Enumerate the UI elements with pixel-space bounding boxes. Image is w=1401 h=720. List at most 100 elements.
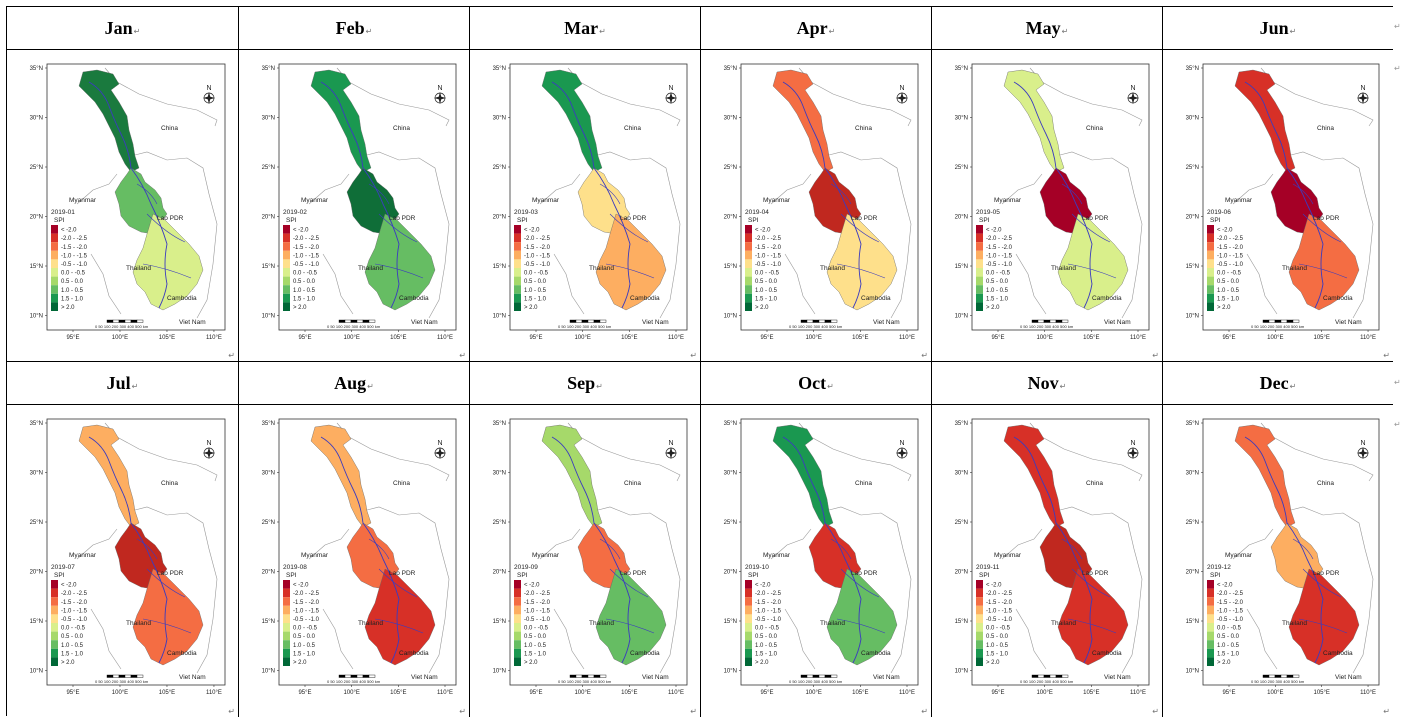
spi-map-panel: 35°N 30°N 25°N 20°N 15°N 10°N 95°E 100°E 105°E 11… [7,50,239,362]
paragraph-mark: ↵ [1289,26,1297,36]
spi-legend: < -2.0 -2.0 - -2.5 -1.5 - -2.0 -1.0 - -1.5 -… [745,580,782,666]
legend-label: -1.0 - -1.5 [524,253,551,259]
legend-swatch [1207,614,1214,623]
legend-label: 1.5 - 1.0 [1217,296,1240,302]
country-label-laos: Lao PDR [1082,215,1109,222]
latitude-label: 30°N [724,116,737,122]
legend-swatch [283,233,290,243]
scale-label: 0 50 100 200 300 400 500 km [1251,679,1305,684]
legend-swatch [976,614,983,623]
legend-swatch [51,605,58,615]
date-label: 2019-01 [51,209,75,216]
longitude-label: 105°E [852,335,868,341]
legend-swatch [283,259,290,268]
longitude-label: 105°E [1083,335,1099,341]
longitude-label: 110°E [1130,335,1146,341]
paragraph-mark: ↵ [1394,420,1401,429]
legend-label: -0.5 - -1.0 [61,262,88,268]
spi-map: 35°N 30°N 25°N 20°N 15°N 10°N 95°E 100°E 105°E 11… [1186,418,1380,696]
legend-swatch [976,648,983,658]
legend-label: < -2.0 [1217,583,1233,589]
legend-label: -0.5 - -1.0 [293,262,320,268]
latitude-label: 10°N [493,314,506,320]
legend-swatch [514,302,521,311]
legend-label: 1.0 - 0.5 [986,643,1009,649]
country-label-laos: Lao PDR [157,215,184,222]
legend-label: < -2.0 [986,583,1002,589]
tributaries [830,183,886,279]
scale-bar: 0 50 100 200 300 400 500 km [1251,319,1305,329]
legend-label: -1.5 - -2.0 [524,245,551,251]
myanmar-thailand-border [308,173,354,315]
legend-label: < -2.0 [755,228,771,234]
latitude-label: 35°N [30,421,43,427]
country-label-china: China [161,480,178,487]
longitude-label: 105°E [621,335,637,341]
latitude-label: 25°N [1186,520,1199,526]
month-header-oct: Oct ↵ [701,362,932,405]
upper-basin-region [541,69,603,173]
longitude-label: 100°E [1267,335,1283,341]
north-arrow-icon [1127,92,1139,104]
longitude-label: 110°E [1130,690,1146,696]
north-label: N [1130,440,1135,447]
legend-title: SPI [748,572,759,579]
longitude-label: 95°E [298,335,311,341]
legend-swatch [51,580,58,589]
legend-label: < -2.0 [61,228,77,234]
legend-label: -0.5 - -1.0 [1217,617,1244,623]
legend-swatch [283,631,290,641]
legend-label: -2.0 - -2.5 [1217,236,1244,242]
legend-label: > 2.0 [524,660,538,666]
country-label-cambodia: Cambodia [861,650,891,657]
vietnam-border [824,506,912,674]
legend-label: > 2.0 [293,660,307,666]
date-label: 2019-09 [514,564,538,571]
north-arrow-icon [434,447,446,459]
latitude-label: 25°N [724,520,737,526]
legend-swatch [51,302,58,311]
legend-swatch [745,259,752,268]
vietnam-border [362,151,450,319]
scale-label: 0 50 100 200 300 400 500 km [789,679,843,684]
country-label-thailand: Thailand [358,620,383,627]
country-label-laos: Lao PDR [620,215,647,222]
legend-swatch [976,605,983,615]
longitude-label: 100°E [805,690,821,696]
legend-swatch [514,588,521,598]
legend-swatch [745,276,752,286]
legend-swatch [514,285,521,294]
spi-map-panel: 35°N 30°N 25°N 20°N 15°N 10°N 95°E 100°E 105°E 11… [701,50,932,362]
upper-basin-region [541,424,603,528]
latitude-label: 35°N [262,421,275,427]
longitude-label: 100°E [1036,335,1052,341]
scale-bar: 0 50 100 200 300 400 500 km [327,674,381,684]
legend-label: 0.0 - -0.5 [755,626,780,632]
latitude-label: 35°N [724,66,737,72]
country-label-cambodia: Cambodia [630,650,660,657]
legend-swatch [283,657,290,666]
spi-map: 35°N 30°N 25°N 20°N 15°N 10°N 95°E 100°E 105°E 11… [955,63,1150,341]
legend-swatch [51,597,58,606]
spi-legend: < -2.0 -2.0 - -2.5 -1.5 - -2.0 -1.0 - -1.5 -… [514,225,551,311]
legend-swatch [1207,648,1214,658]
country-label-myanmar: Myanmar [532,552,560,559]
legend-label: -1.5 - -2.0 [293,600,320,606]
upper-basin-region [310,69,372,173]
legend-label: -1.5 - -2.0 [986,600,1013,606]
latitude-label: 30°N [262,116,275,122]
legend-swatch [976,657,983,666]
legend-label: 0.5 - 0.0 [1217,279,1240,285]
country-label-thailand: Thailand [1051,265,1076,272]
legend-label: 0.5 - 0.0 [61,634,84,640]
country-label-cambodia: Cambodia [1092,650,1122,657]
north-label: N [1130,85,1135,92]
legend-swatch [283,614,290,623]
lower-basin-region [826,213,898,311]
paragraph-mark: ↵ [599,26,606,36]
legend-swatch [745,597,752,606]
latitude-label: 35°N [262,66,275,72]
longitude-label: 100°E [1036,690,1052,696]
legend-label: -1.0 - -1.5 [1217,608,1244,614]
latitude-label: 20°N [30,215,43,221]
